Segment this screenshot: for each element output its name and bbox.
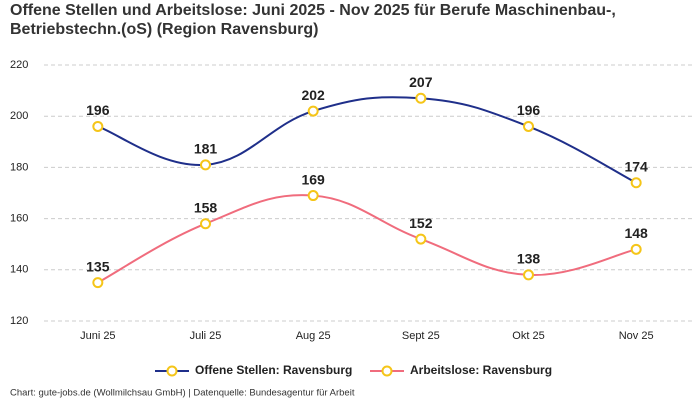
data-label: 135 <box>86 258 110 274</box>
point <box>200 218 211 230</box>
x-tick-label: Nov 25 <box>619 330 654 342</box>
point <box>523 120 534 132</box>
data-label: 202 <box>301 87 325 103</box>
y-tick-label: 180 <box>10 161 28 173</box>
y-tick-label: 200 <box>10 110 28 122</box>
series-line <box>97 96 637 184</box>
point <box>415 92 427 104</box>
data-label: 148 <box>624 225 648 241</box>
point <box>523 269 534 281</box>
point <box>415 233 427 245</box>
legend-label: Arbeitslose: Ravensburg <box>410 363 552 377</box>
y-tick-label: 220 <box>10 59 28 71</box>
legend-marker <box>381 365 393 377</box>
x-tick-label: Juni 25 <box>80 330 115 342</box>
y-tick-label: 160 <box>10 213 28 225</box>
footer: Chart: gute-jobs.de (Wollmilchsau GmbH) … <box>10 388 355 399</box>
data-label: 158 <box>194 199 218 215</box>
data-label: 196 <box>517 102 541 118</box>
x-tick-label: Juli 25 <box>190 330 222 342</box>
legend-marker <box>166 365 178 377</box>
data-label: 174 <box>624 158 648 174</box>
point <box>92 277 104 289</box>
legend-label: Offene Stellen: Ravensburg <box>195 363 352 377</box>
chart-title: Offene Stellen und Arbeitslose: Juni 202… <box>10 2 616 19</box>
point <box>92 120 104 132</box>
point <box>307 190 319 202</box>
x-tick-label: Aug 25 <box>296 330 331 342</box>
series-line <box>97 194 637 284</box>
data-label: 138 <box>517 251 541 267</box>
point <box>200 159 211 171</box>
y-tick-label: 140 <box>10 264 28 276</box>
data-label: 152 <box>409 215 433 231</box>
point <box>307 105 319 117</box>
chart-title: Betriebstechn.(oS) (Region Ravensburg) <box>10 21 318 38</box>
point <box>630 177 642 189</box>
x-tick-label: Okt 25 <box>512 330 544 342</box>
y-tick-label: 120 <box>10 315 28 327</box>
data-label: 207 <box>409 74 433 90</box>
data-label: 169 <box>301 171 325 187</box>
point <box>630 243 642 255</box>
x-tick-label: Sept 25 <box>402 330 440 342</box>
data-label: 181 <box>194 141 218 157</box>
data-label: 196 <box>86 102 110 118</box>
